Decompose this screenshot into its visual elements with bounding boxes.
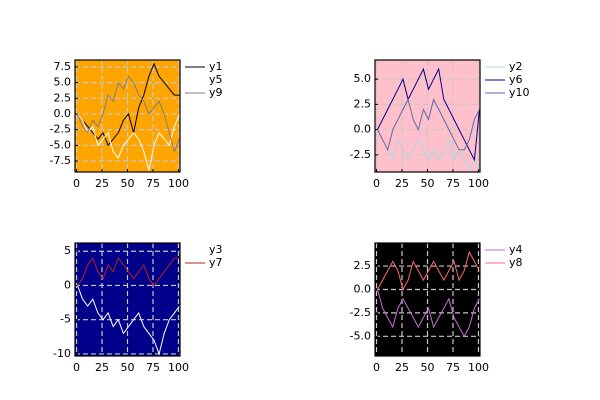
x-tick-label: 50 bbox=[121, 361, 135, 374]
x-tick-label: 25 bbox=[395, 177, 409, 190]
legend-label: y10 bbox=[509, 86, 530, 99]
legend-label: y5 bbox=[209, 73, 223, 86]
series-line bbox=[377, 129, 480, 172]
legend-label: y8 bbox=[509, 256, 523, 269]
legend-label: y6 bbox=[509, 73, 523, 86]
y-tick-label: 0.0 bbox=[354, 282, 372, 295]
series-line bbox=[77, 285, 180, 356]
series-line bbox=[77, 62, 180, 147]
x-tick-label: 75 bbox=[146, 177, 160, 190]
x-tick-label: 25 bbox=[95, 361, 109, 374]
x-tick-label: 0 bbox=[373, 361, 380, 374]
x-tick-label: 0 bbox=[73, 177, 80, 190]
legend-label: y7 bbox=[209, 256, 223, 269]
y-tick-label: 2.5 bbox=[54, 91, 72, 104]
series-line bbox=[77, 113, 180, 171]
x-tick-label: 100 bbox=[468, 361, 489, 374]
y-tick-label: -7.5 bbox=[50, 154, 71, 167]
series-line bbox=[377, 97, 480, 152]
x-tick-label: 25 bbox=[395, 361, 409, 374]
x-tick-label: 75 bbox=[146, 361, 160, 374]
legend-label: y1 bbox=[209, 60, 223, 73]
x-tick-label: 50 bbox=[121, 177, 135, 190]
y-tick-label: 5.0 bbox=[54, 76, 72, 89]
x-tick-label: 50 bbox=[421, 361, 435, 374]
y-tick-label: 0.0 bbox=[354, 123, 372, 136]
x-tick-label: 75 bbox=[446, 177, 460, 190]
y-tick-label: -2.5 bbox=[50, 123, 71, 136]
y-tick-label: -2.5 bbox=[350, 306, 371, 319]
y-tick-label: -5.0 bbox=[350, 329, 371, 342]
y-tick-label: 7.5 bbox=[54, 60, 72, 73]
x-tick-label: 100 bbox=[468, 177, 489, 190]
y-tick-label: 5 bbox=[64, 244, 71, 257]
y-tick-label: 2.5 bbox=[354, 97, 372, 110]
y-tick-label: -10 bbox=[53, 347, 71, 360]
series-line bbox=[77, 75, 180, 154]
plot-frame bbox=[374, 59, 481, 173]
x-tick-label: 75 bbox=[446, 361, 460, 374]
x-tick-label: 50 bbox=[421, 177, 435, 190]
plot-frame bbox=[74, 59, 181, 173]
y-tick-label: 5.0 bbox=[354, 72, 372, 85]
y-tick-label: -2.5 bbox=[350, 148, 371, 161]
series-line bbox=[377, 250, 480, 291]
plot-frame bbox=[74, 242, 181, 357]
series-line bbox=[377, 67, 480, 162]
legend-label: y4 bbox=[509, 243, 523, 256]
y-tick-label: 2.5 bbox=[354, 259, 372, 272]
series-line bbox=[377, 289, 480, 338]
x-tick-label: 100 bbox=[168, 177, 189, 190]
legend-label: y9 bbox=[209, 86, 223, 99]
x-tick-label: 0 bbox=[73, 361, 80, 374]
x-tick-label: 0 bbox=[373, 177, 380, 190]
series-line bbox=[77, 257, 180, 287]
legend-label: y2 bbox=[509, 60, 523, 73]
x-tick-label: 25 bbox=[95, 177, 109, 190]
legend-label: y3 bbox=[209, 243, 223, 256]
y-tick-label: 0.0 bbox=[54, 107, 72, 120]
y-tick-label: 0 bbox=[64, 278, 71, 291]
y-tick-label: -5.0 bbox=[50, 138, 71, 151]
x-tick-label: 100 bbox=[168, 361, 189, 374]
y-tick-label: -5 bbox=[60, 313, 71, 326]
plot-frame bbox=[374, 242, 481, 357]
